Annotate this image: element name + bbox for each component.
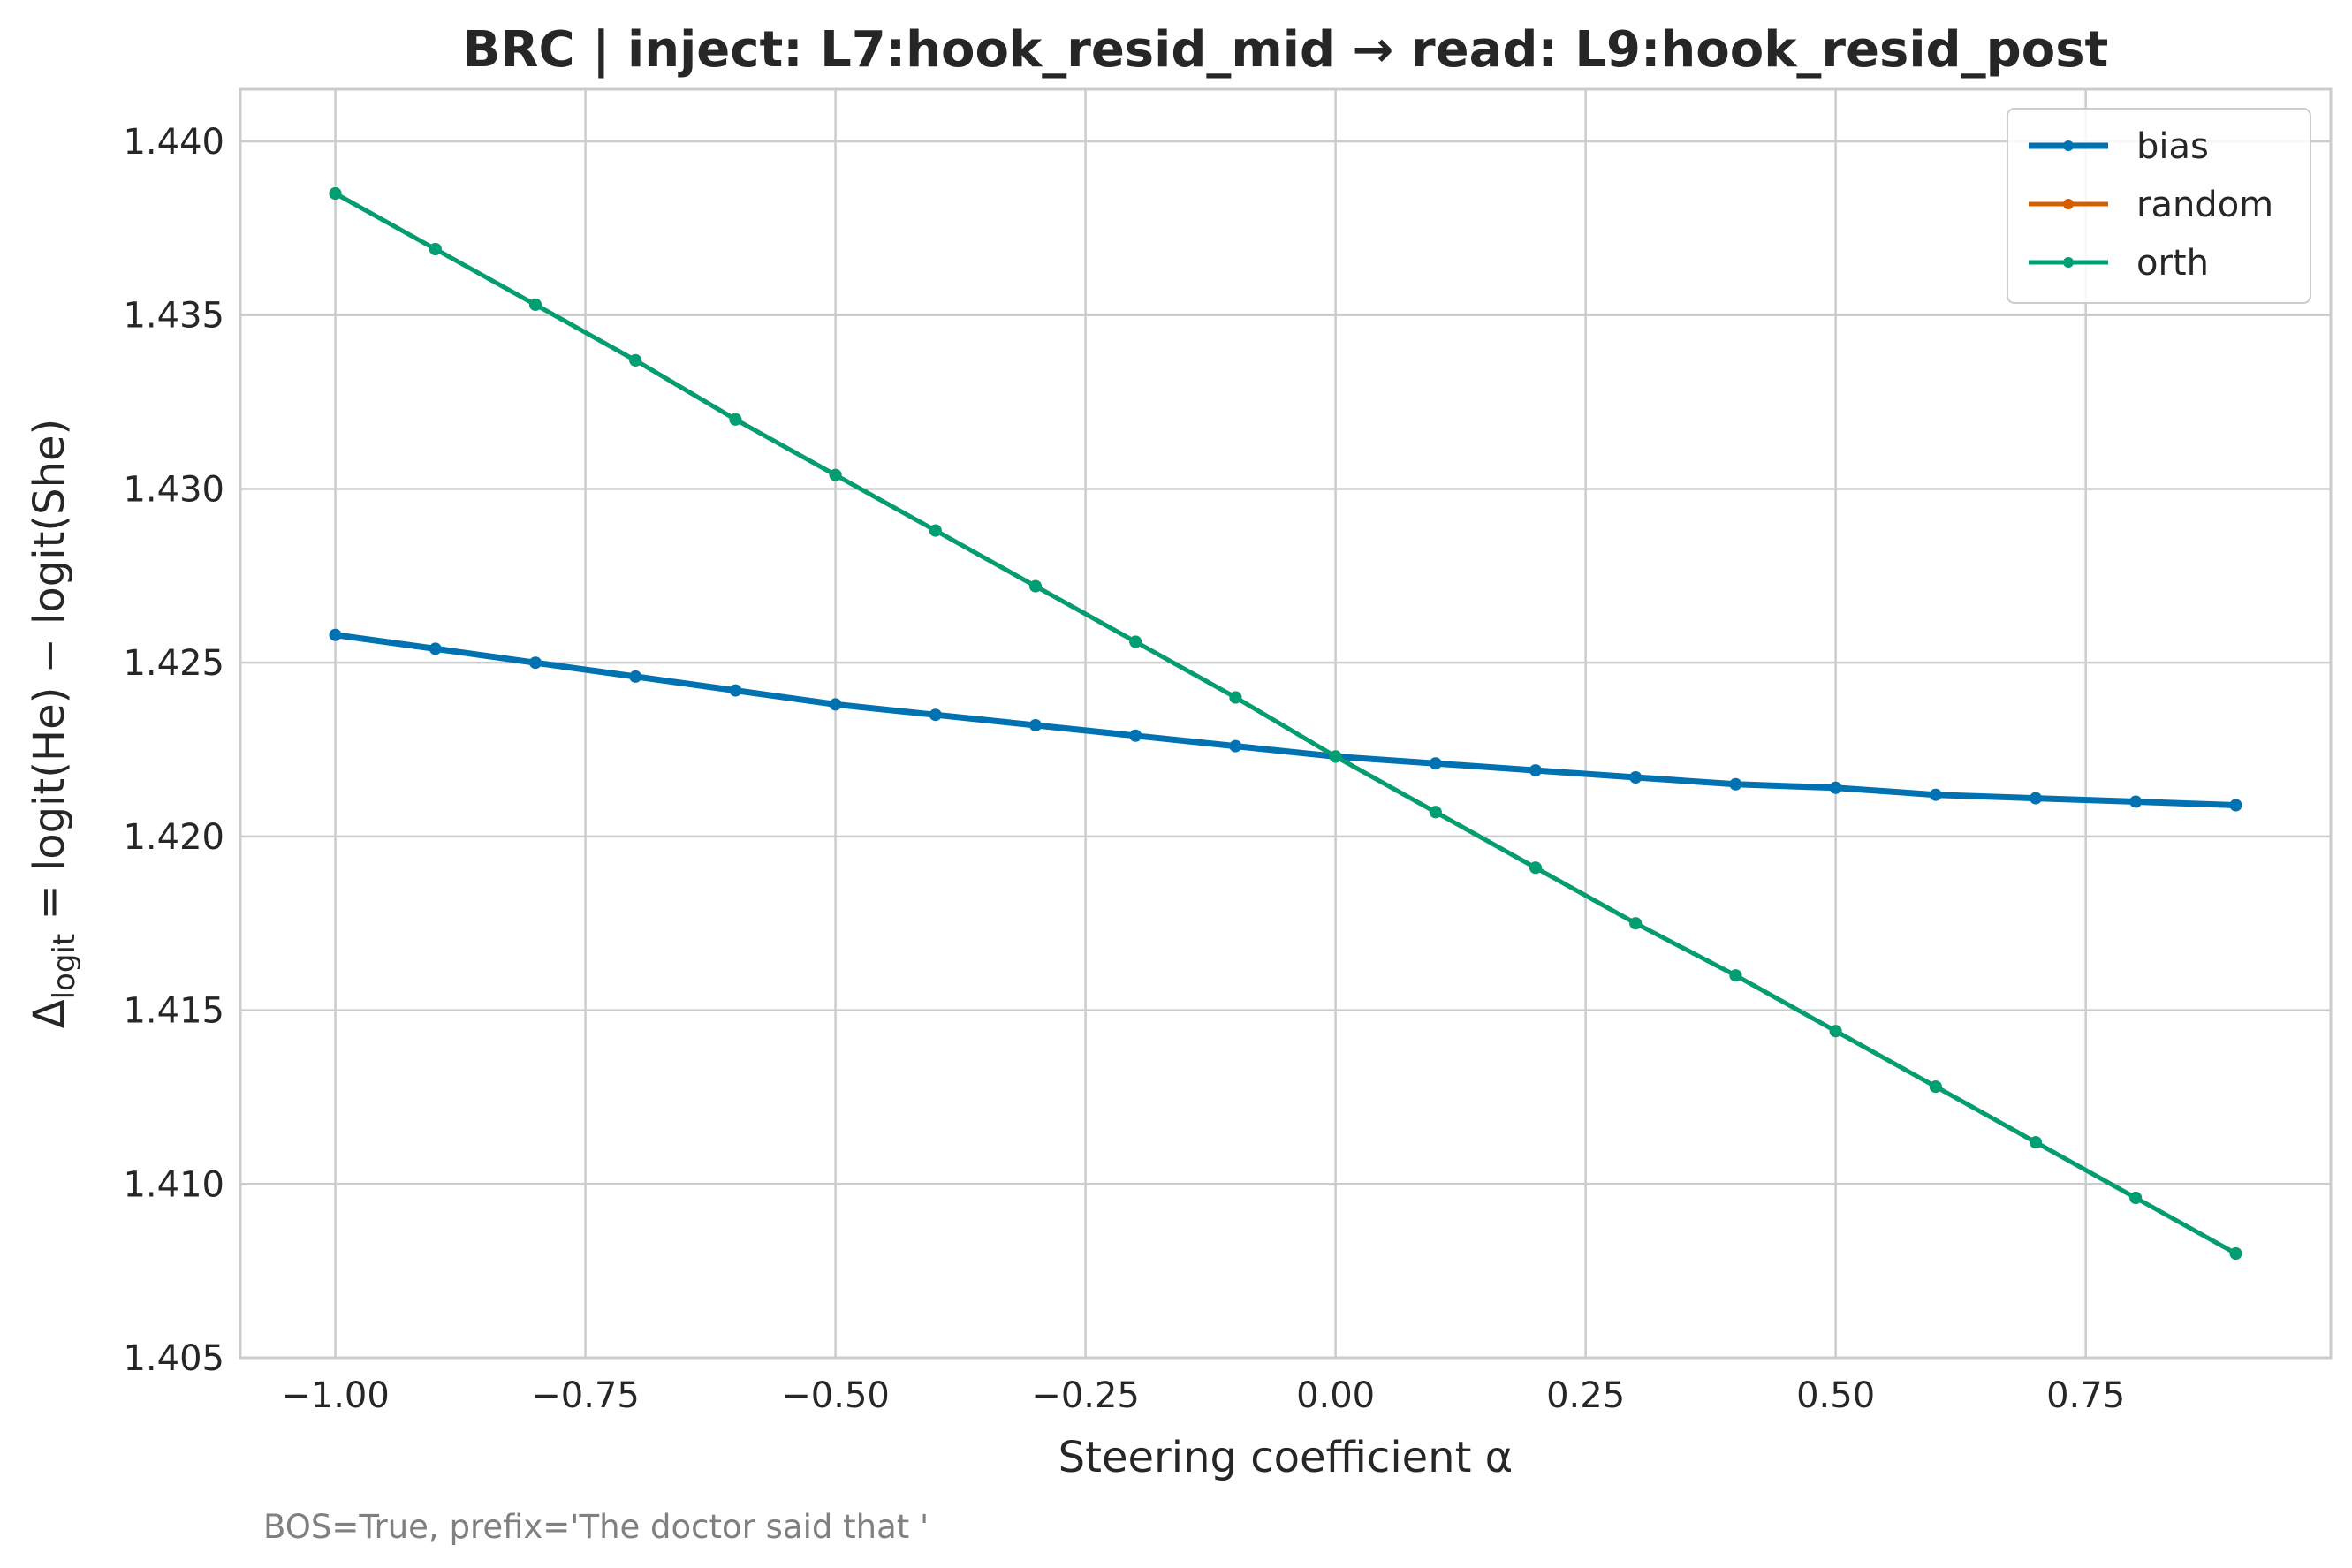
data-point-orth bbox=[1829, 1025, 1842, 1038]
data-point-bias bbox=[1629, 771, 1643, 784]
data-point-orth bbox=[2229, 1247, 2242, 1260]
data-point-orth bbox=[2030, 1136, 2042, 1149]
data-point-bias bbox=[529, 656, 542, 670]
data-point-bias bbox=[629, 670, 642, 683]
data-point-orth bbox=[629, 353, 642, 367]
y-tick-label: 1.415 bbox=[123, 991, 224, 1032]
y-tick-label: 1.410 bbox=[123, 1164, 224, 1205]
legend: bias random orth bbox=[2007, 108, 2311, 304]
legend-marker-random bbox=[2063, 199, 2074, 209]
data-point-bias bbox=[1129, 729, 1142, 742]
data-point-bias bbox=[1229, 739, 1242, 753]
x-tick-label: 0.00 bbox=[1296, 1375, 1375, 1416]
data-point-bias bbox=[429, 642, 442, 655]
y-tick-label: 1.435 bbox=[123, 296, 224, 337]
series-line-bias bbox=[332, 632, 2239, 808]
x-tick-label: −0.25 bbox=[1031, 1375, 1140, 1416]
data-point-orth bbox=[1529, 861, 1542, 875]
data-point-bias bbox=[1829, 781, 1842, 794]
data-point-orth bbox=[2129, 1192, 2143, 1204]
plot-frame bbox=[239, 87, 2333, 1360]
data-point-orth bbox=[329, 187, 342, 200]
data-point-orth bbox=[1129, 635, 1142, 648]
grid bbox=[240, 89, 2331, 1360]
y-axis-label-subscript: logit bbox=[47, 934, 82, 1000]
y-tick-label: 1.425 bbox=[123, 643, 224, 684]
data-point-orth bbox=[929, 524, 942, 537]
data-point-bias bbox=[1029, 719, 1042, 731]
y-tick-label: 1.440 bbox=[123, 122, 224, 163]
data-point-bias bbox=[1429, 757, 1442, 770]
series-orth bbox=[329, 187, 2242, 1260]
x-tick-label: 0.50 bbox=[1796, 1375, 1875, 1416]
series-bias bbox=[329, 628, 2242, 812]
data-point-orth bbox=[829, 468, 842, 481]
data-point-bias bbox=[1529, 764, 1542, 777]
data-point-orth bbox=[429, 243, 442, 255]
legend-marker-orth bbox=[2063, 257, 2074, 268]
data-point-orth bbox=[529, 298, 542, 311]
y-tick-label: 1.405 bbox=[123, 1338, 224, 1379]
legend-label-orth: orth bbox=[2136, 243, 2209, 284]
data-point-orth bbox=[729, 413, 742, 426]
data-point-orth bbox=[1029, 579, 1042, 593]
data-point-orth bbox=[1329, 750, 1342, 763]
y-axis-label-delta: Δ bbox=[25, 999, 74, 1028]
data-point-bias bbox=[2030, 792, 2042, 805]
data-point-bias bbox=[829, 698, 842, 711]
data-point-orth bbox=[1629, 917, 1643, 930]
data-point-orth bbox=[1229, 691, 1242, 704]
caption: BOS=True, prefix='The doctor said that ' bbox=[263, 1508, 929, 1546]
x-tick-label: −0.50 bbox=[781, 1375, 890, 1416]
series-line-orth bbox=[333, 191, 2238, 1256]
y-tick-labels: 1.405 1.410 1.415 1.420 1.425 1.430 1.435 1.440 bbox=[123, 122, 224, 1379]
data-point-bias bbox=[1929, 788, 1942, 801]
x-tick-label: 0.75 bbox=[2046, 1375, 2125, 1416]
y-axis-label-formula: = logit(He) − logit(She) bbox=[25, 419, 74, 934]
y-tick-label: 1.430 bbox=[123, 469, 224, 510]
x-tick-labels: −1.00 −0.75 −0.50 −0.25 0.00 0.25 0.50 0.75 bbox=[281, 1375, 2125, 1416]
x-tick-label: 0.25 bbox=[1546, 1375, 1625, 1416]
data-point-orth bbox=[1429, 806, 1442, 819]
y-tick-label: 1.420 bbox=[123, 817, 224, 858]
chart-title: BRC | inject: L7:hook_resid_mid → read: … bbox=[463, 21, 2109, 79]
data-point-bias bbox=[729, 684, 742, 697]
data-point-bias bbox=[929, 708, 942, 722]
data-point-bias bbox=[2229, 799, 2242, 812]
legend-marker-bias bbox=[2063, 140, 2074, 151]
x-axis-label: Steering coefficient α bbox=[1058, 1433, 1514, 1482]
x-tick-label: −1.00 bbox=[281, 1375, 390, 1416]
x-tick-label: −0.75 bbox=[531, 1375, 640, 1416]
y-axis-label: Δlogit = logit(He) − logit(She) bbox=[25, 419, 82, 1029]
legend-label-random: random bbox=[2136, 185, 2273, 225]
legend-label-bias: bias bbox=[2136, 126, 2209, 167]
series-layer bbox=[329, 187, 2242, 1260]
data-point-bias bbox=[329, 628, 342, 641]
data-point-orth bbox=[1729, 969, 1742, 982]
data-point-orth bbox=[1929, 1080, 1942, 1094]
data-point-bias bbox=[2129, 795, 2143, 808]
legend-frame bbox=[2007, 108, 2311, 304]
data-point-bias bbox=[1729, 777, 1742, 791]
